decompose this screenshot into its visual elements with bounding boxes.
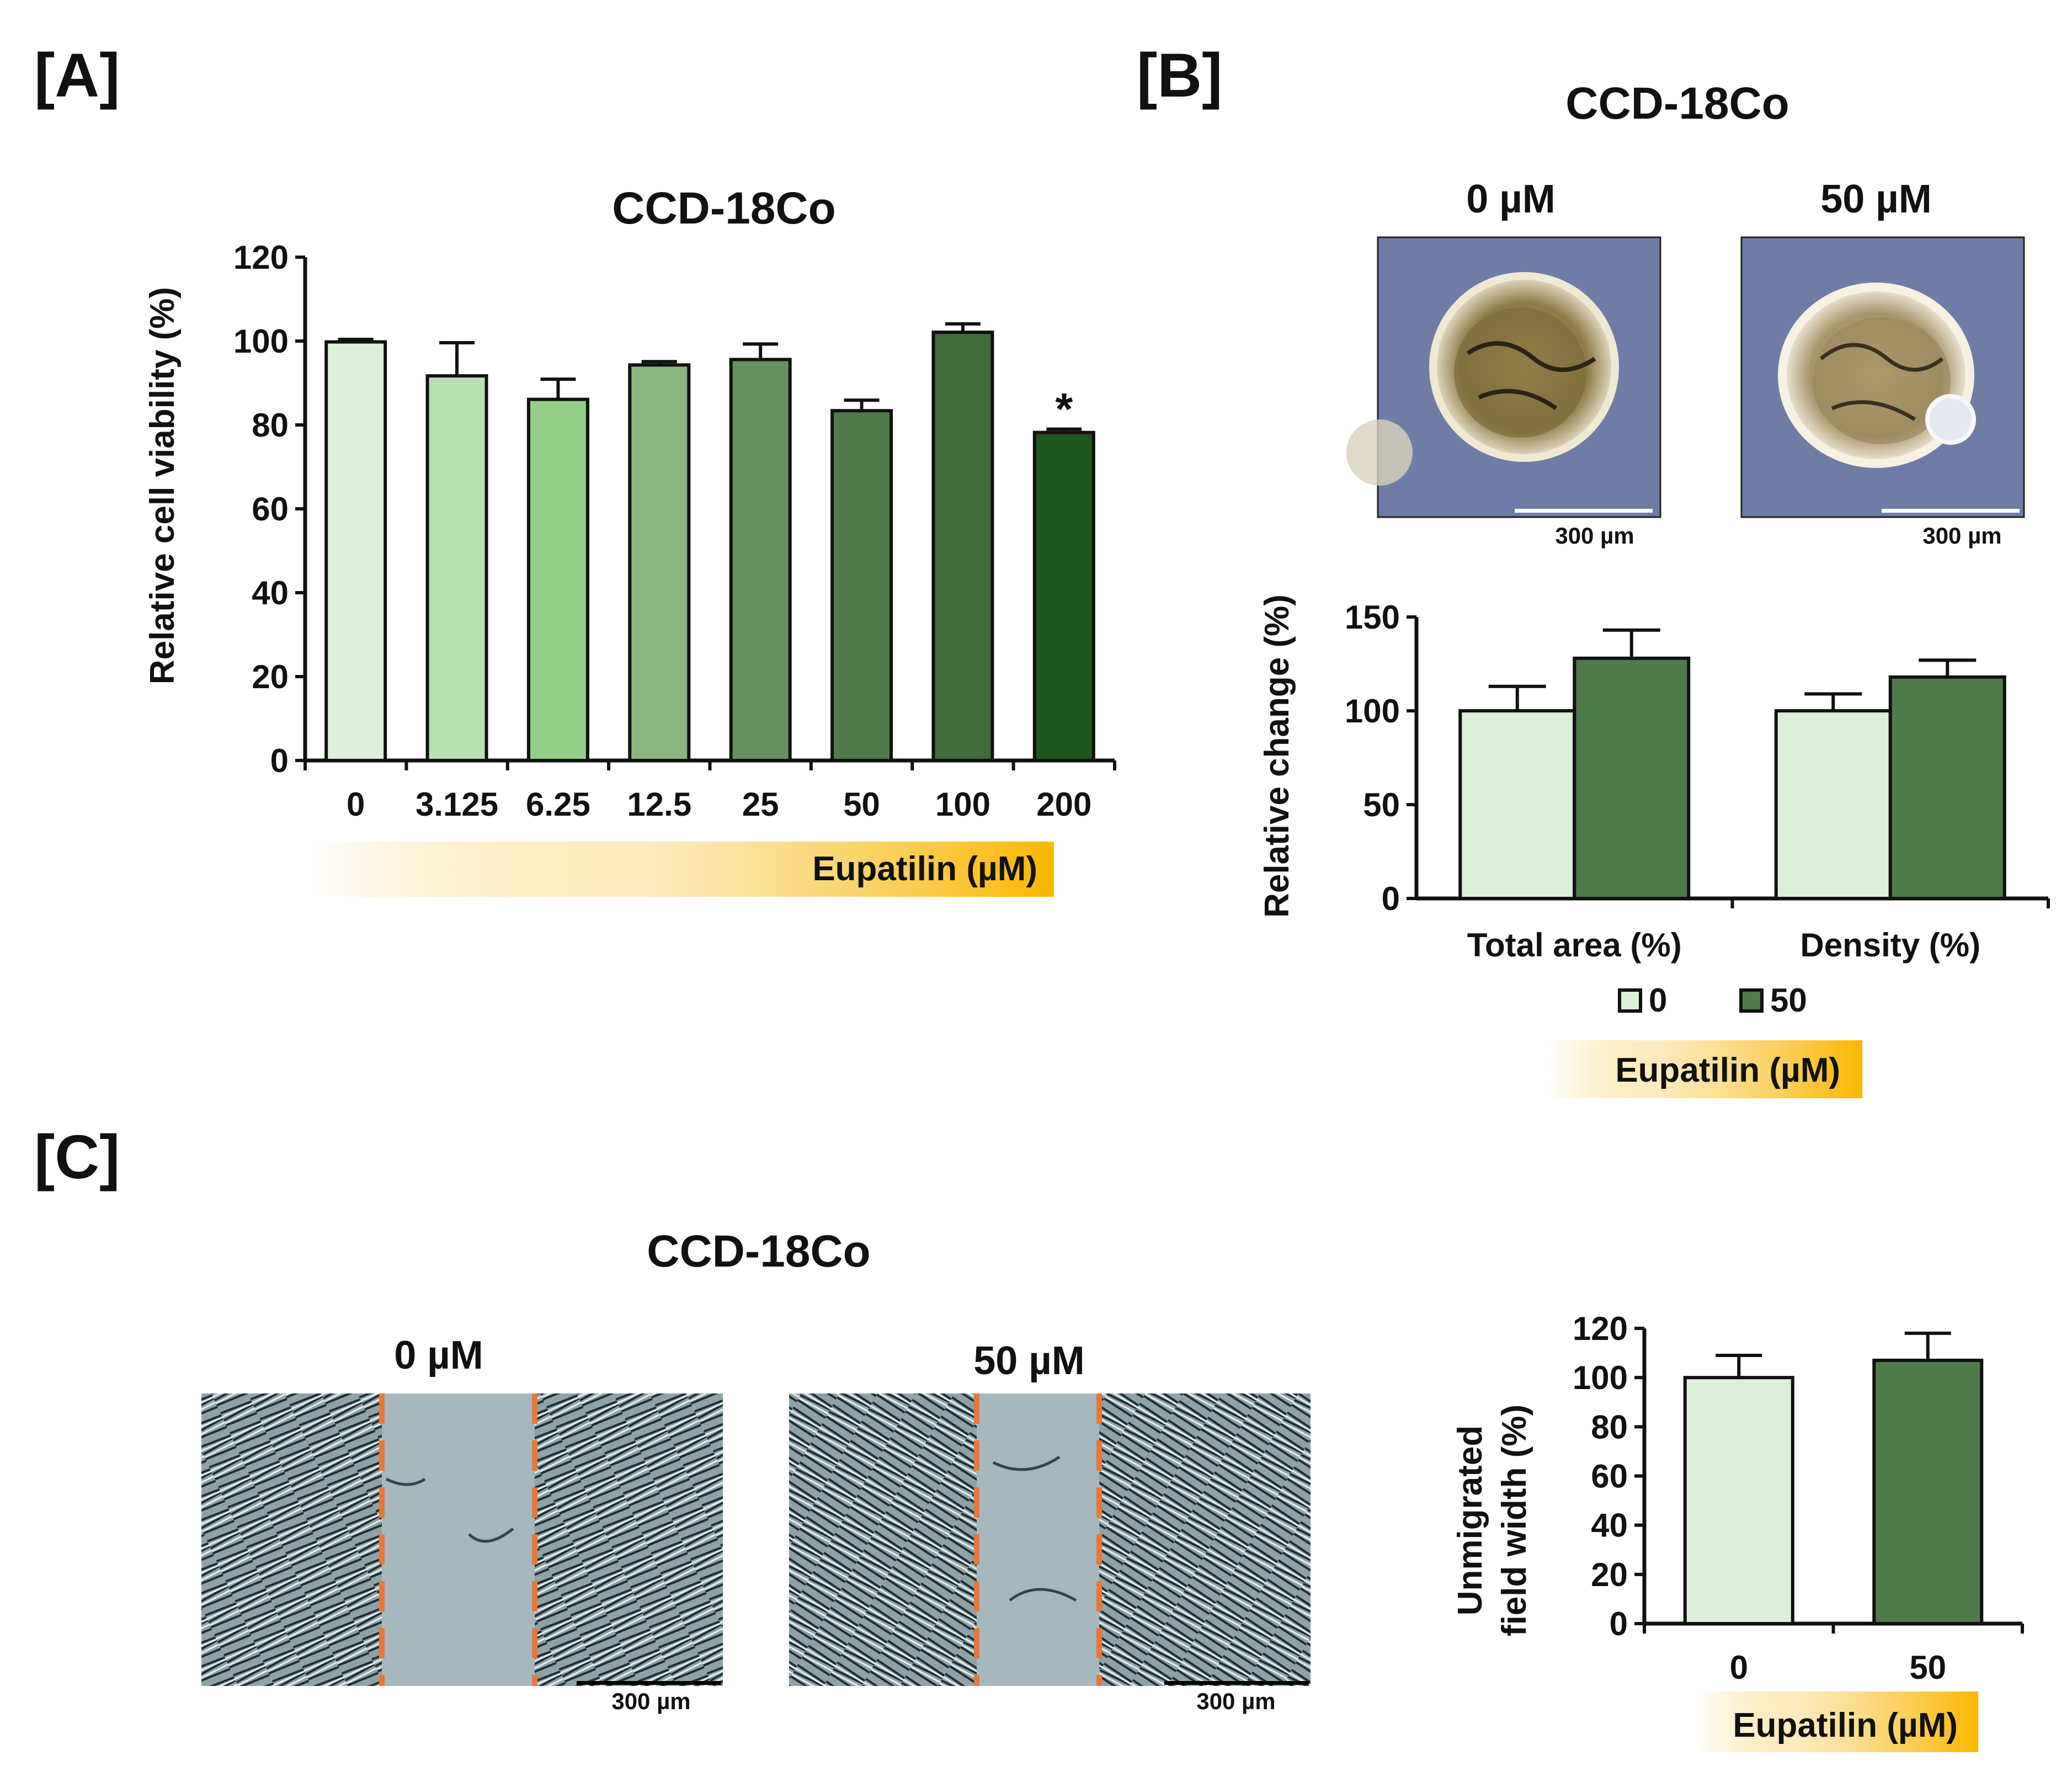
panel-b: CCD-18Co 0 µM 50 µM 300 µm 300 µm Relati… <box>1258 78 2025 1098</box>
panel-a-gradient-label: Eupatilin (µM) <box>812 850 1037 888</box>
panel-c-ylabel-line1: Unmigrated <box>1451 1425 1489 1615</box>
panel-c-scale-right: 300 µm <box>1196 1688 1275 1714</box>
panel-c-scale-left: 300 µm <box>611 1688 690 1714</box>
x-tick-label: 25 <box>742 786 779 823</box>
bar <box>526 397 589 762</box>
bar <box>1458 709 1576 900</box>
x-tick-label: 12.5 <box>627 786 691 823</box>
y-tick-label: 60 <box>252 491 289 528</box>
panel-b-image-right-label: 50 µM <box>1820 177 1932 221</box>
panel-c-gradient-bar <box>1697 1691 1978 1752</box>
y-tick-label: 40 <box>252 575 289 611</box>
significance-star: * <box>1055 385 1073 435</box>
wound-image-0 <box>201 1393 723 1686</box>
y-tick-label: 150 <box>1345 599 1400 636</box>
wound-image-50 <box>789 1393 1311 1686</box>
legend-swatch-0 <box>1618 988 1642 1013</box>
bar <box>830 409 893 762</box>
legend-swatch-50 <box>1739 988 1764 1013</box>
y-tick-label: 50 <box>1363 786 1400 823</box>
panel-b-gradient-label: Eupatilin (µM) <box>1615 1051 1840 1089</box>
bar <box>931 331 994 762</box>
bar <box>425 374 488 762</box>
panel-a-gradient-bar <box>306 842 1054 897</box>
y-tick-label: 100 <box>1573 1359 1628 1396</box>
panel-label-c: [C] <box>34 1123 120 1191</box>
panel-b-ylabel: Relative change (%) <box>1258 594 1296 918</box>
y-tick-label: 100 <box>1345 693 1400 730</box>
legend-label-50: 50 <box>1770 982 1807 1019</box>
panel-b-gradient-bar <box>1548 1040 1862 1098</box>
x-tick-label: 6.25 <box>526 786 590 823</box>
x-tick-label: 3.125 <box>416 786 498 823</box>
x-tick-label: Density (%) <box>1800 927 1980 964</box>
panel-c: CCD-18Co 0 µM 50 µM 300 µm 300 µm Unmigr… <box>201 1226 1978 1752</box>
x-tick-label: 50 <box>1909 1649 1946 1686</box>
chart-c: 0 20 40 60 80 100 120 0 50 <box>1573 1310 2024 1686</box>
spheroid-image-50 <box>1740 236 2025 518</box>
y-tick-label: 0 <box>1610 1605 1628 1642</box>
panel-c-image-left-label: 0 µM <box>394 1333 483 1377</box>
panel-b-scale-left: 300 µm <box>1555 523 1634 549</box>
y-tick-label: 20 <box>252 658 289 695</box>
x-tick-label: 200 <box>1036 786 1091 823</box>
y-tick-label: 40 <box>1591 1507 1628 1544</box>
x-tick-label: 100 <box>935 786 990 823</box>
panel-c-image-right-label: 50 µM <box>973 1339 1085 1383</box>
bar <box>1032 430 1095 762</box>
y-tick-label: 0 <box>1382 880 1400 917</box>
panel-b-scale-right: 300 µm <box>1922 523 2001 549</box>
x-tick-label: 0 <box>1730 1649 1748 1686</box>
panel-c-ylabel-line2: field width (%) <box>1495 1405 1533 1636</box>
panel-label-a: [A] <box>34 41 120 110</box>
spheroid-image-0 <box>1346 236 1661 518</box>
bar <box>1888 675 2006 901</box>
panel-c-gradient-label: Eupatilin (µM) <box>1733 1706 1958 1744</box>
panel-a-ylabel: Relative cell viability (%) <box>143 287 182 684</box>
y-tick-label: 100 <box>233 323 289 360</box>
panel-b-image-left-label: 0 µM <box>1466 177 1556 221</box>
x-tick-label: 50 <box>843 786 880 823</box>
bar <box>324 340 387 762</box>
panel-b-legend: 0 50 <box>1618 982 1807 1019</box>
bar <box>1872 1358 1984 1625</box>
chart-b: 0 50 100 150 Total area (%) Density (%) <box>1345 599 2050 964</box>
y-tick-label: 80 <box>1591 1408 1628 1445</box>
y-tick-label: 120 <box>1573 1310 1628 1347</box>
panel-a: CCD-18Co Relative cell viability (%) Eup… <box>143 183 1054 897</box>
panel-a-title: CCD-18Co <box>612 183 835 233</box>
bar <box>1683 1376 1794 1626</box>
y-tick-label: 0 <box>270 742 289 779</box>
x-tick-label: Total area (%) <box>1467 927 1682 964</box>
y-tick-label: 120 <box>233 239 289 276</box>
legend-label-0: 0 <box>1649 982 1667 1019</box>
bar <box>1774 709 1892 900</box>
panel-label-b: [B] <box>1137 41 1222 110</box>
panel-c-title: CCD-18Co <box>647 1226 870 1276</box>
bar <box>1573 656 1691 901</box>
y-tick-label: 80 <box>252 407 289 444</box>
bar <box>628 363 691 762</box>
y-tick-label: 20 <box>1591 1556 1628 1593</box>
x-tick-label: 0 <box>347 786 365 823</box>
chart-a: 0 20 40 60 80 100 120 0 3.125 6.25 12.5 25 50 100 200 <box>233 239 1116 823</box>
bar <box>729 358 792 762</box>
y-tick-label: 60 <box>1591 1458 1628 1495</box>
panel-b-title: CCD-18Co <box>1565 78 1789 129</box>
